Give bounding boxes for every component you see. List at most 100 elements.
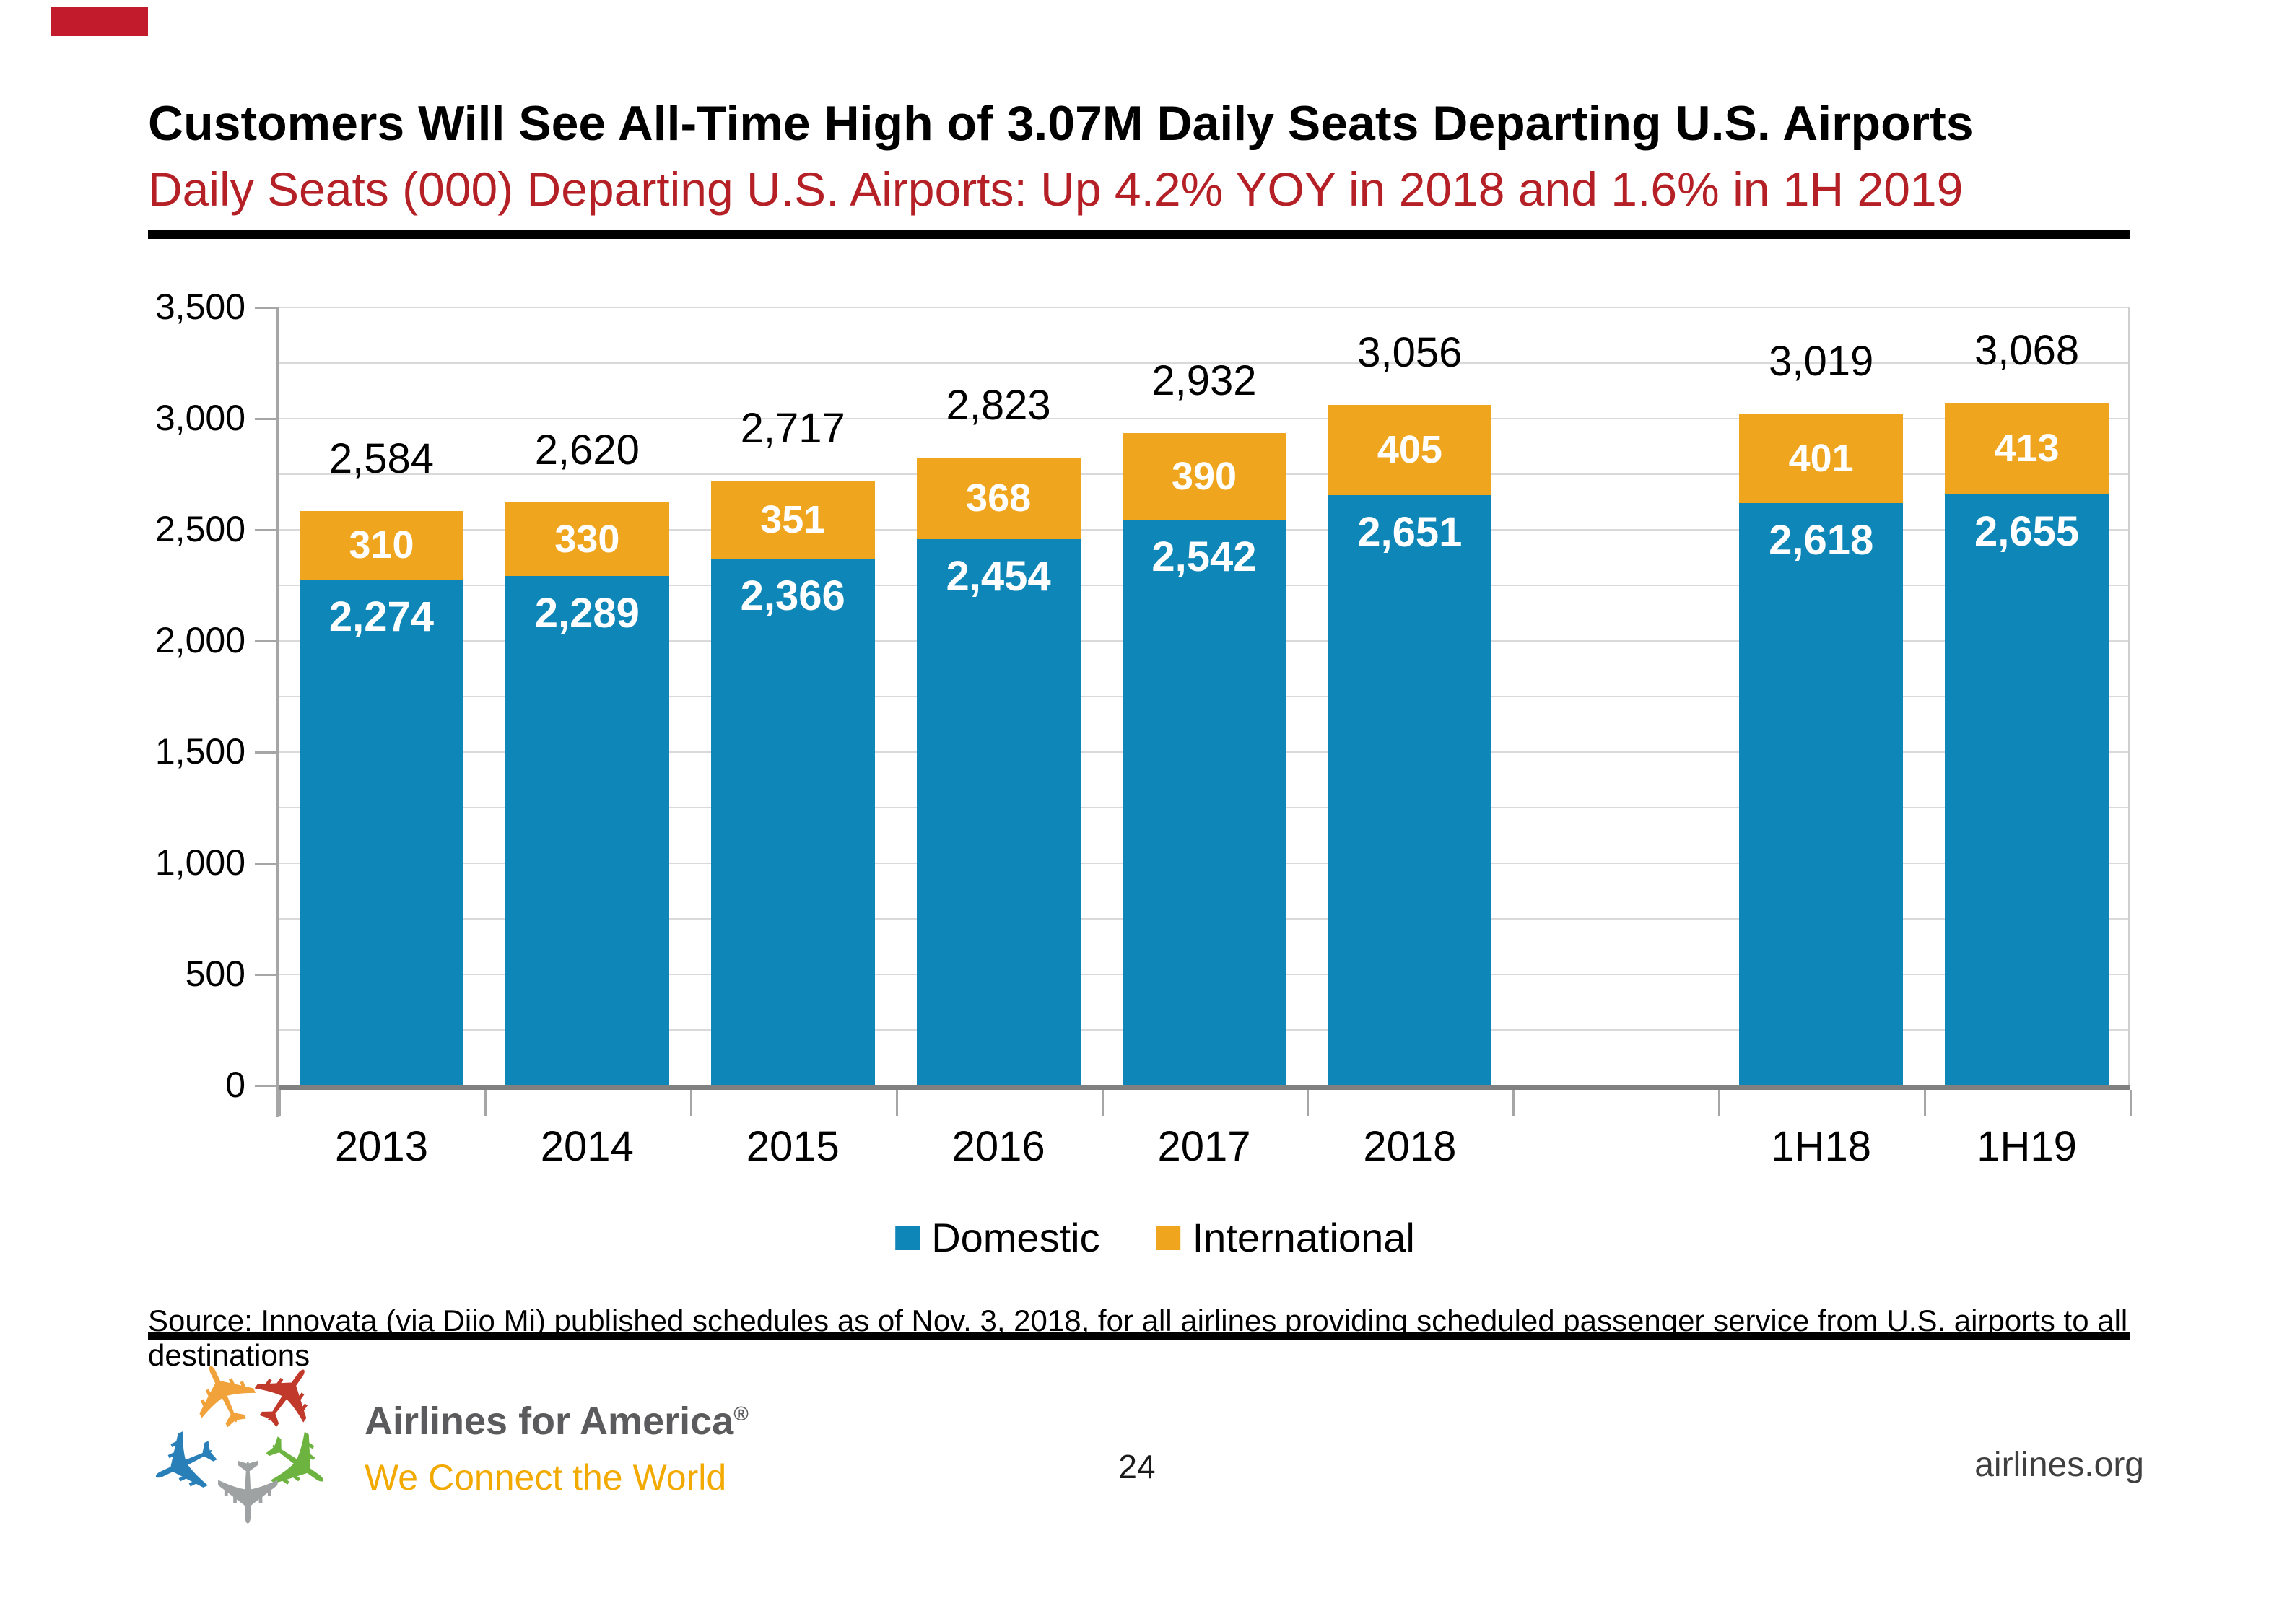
y-axis-label: 1,500 [154, 731, 245, 772]
x-axis-label: 2014 [540, 1123, 634, 1170]
website-link[interactable]: airlines.org [1974, 1446, 2144, 1484]
bar-segment-international [1945, 403, 2109, 494]
y-axis-tick [255, 1085, 276, 1087]
y-axis-tick [255, 529, 276, 531]
x-axis-label: 2015 [746, 1123, 840, 1170]
bar-label-international: 351 [760, 498, 826, 541]
bar-label-international: 413 [1994, 427, 2060, 470]
x-axis-label: 2013 [334, 1123, 428, 1170]
x-axis-label: 1H18 [1771, 1123, 1871, 1170]
legend-item-domestic: Domestic [895, 1214, 1100, 1261]
y-axis-tick [255, 974, 276, 976]
bar-label-domestic: 2,366 [740, 572, 845, 619]
y-axis-label: 3,000 [154, 398, 245, 438]
slide-subtitle: Daily Seats (000) Departing U.S. Airport… [148, 162, 1964, 216]
x-axis-tick [1101, 1090, 1104, 1116]
x-axis-tick [895, 1090, 898, 1116]
x-axis-tick [1718, 1090, 1721, 1116]
y-axis-tick [255, 640, 276, 642]
legend-label: International [1192, 1215, 1415, 1260]
bar-label-total: 2,584 [328, 435, 435, 482]
brand-name: Airlines for America® [365, 1399, 749, 1444]
bar-label-domestic: 2,289 [534, 590, 640, 637]
bar-label-total: 3,068 [1974, 327, 2080, 374]
y-axis-tick [255, 863, 276, 865]
y-axis-tick [255, 307, 276, 309]
bar-label-domestic: 2,454 [946, 553, 1051, 600]
bar-label-international: 401 [1788, 437, 1854, 480]
bar-label-domestic: 2,542 [1151, 533, 1257, 580]
bar-label-domestic: 2,618 [1769, 517, 1874, 564]
y-axis-tick [255, 418, 276, 420]
slide-title: Customers Will See All-Time High of 3.07… [148, 96, 1974, 151]
bar-label-domestic: 2,651 [1357, 509, 1463, 556]
y-gridline [279, 307, 2130, 308]
x-axis-tick [279, 1090, 281, 1116]
bar-segment-domestic [1945, 494, 2109, 1085]
bar-segment-domestic [1122, 520, 1286, 1085]
bar-segment-international [505, 502, 669, 576]
domestic-swatch-icon [895, 1225, 920, 1250]
bar-segment-international [1328, 405, 1492, 495]
y-axis-label: 2,500 [154, 509, 245, 549]
x-axis-label: 2018 [1363, 1123, 1457, 1170]
bar-segment-international [1122, 433, 1286, 520]
bar-label-total: 2,823 [946, 382, 1051, 429]
bar-segment-domestic [1328, 495, 1492, 1085]
y-axis-label: 2,000 [154, 620, 245, 660]
bar-label-total: 2,620 [534, 427, 640, 473]
legend-label: Domestic [931, 1215, 1100, 1260]
x-axis-tick [1924, 1090, 1927, 1116]
brand-text: Airlines for America [365, 1400, 734, 1443]
bar-label-total: 3,056 [1357, 329, 1463, 376]
bar-segment-international [299, 511, 463, 580]
y-axis-label: 1,000 [154, 842, 245, 883]
y-axis-label: 500 [185, 953, 245, 994]
registered-mark: ® [733, 1402, 749, 1425]
bar-label-international: 405 [1377, 428, 1442, 471]
y-axis-line [276, 307, 279, 1117]
bar-segment-domestic [916, 539, 1081, 1085]
legend-item-international: International [1156, 1214, 1415, 1261]
bar-segment-international [1739, 414, 1904, 503]
y-gridline [279, 418, 2130, 419]
x-axis-tick [1512, 1090, 1515, 1116]
bar-label-international: 368 [966, 476, 1032, 520]
x-axis-baseline [279, 1085, 2130, 1090]
x-axis-tick [689, 1090, 692, 1116]
bar-segment-domestic [505, 576, 669, 1085]
y-axis-label: 3,500 [154, 287, 245, 327]
y-axis-label: 0 [225, 1065, 245, 1105]
bar-segment-international [916, 458, 1081, 539]
bar-segment-domestic [710, 559, 875, 1085]
x-axis-label: 1H19 [1977, 1123, 2077, 1170]
title-divider-line [148, 230, 2130, 239]
airlines-for-america-logo: ✈ ✈ ✈ ✈ ✈ [130, 1339, 353, 1542]
x-axis-tick [1307, 1090, 1310, 1116]
x-axis-tick [2130, 1090, 2132, 1116]
bar-segment-international [710, 481, 875, 559]
page-number: 24 [1118, 1448, 1156, 1485]
bar-label-domestic: 2,655 [1974, 508, 2080, 555]
x-axis-label: 2016 [951, 1123, 1045, 1170]
chart-legend: Domestic International [895, 1214, 1415, 1261]
footer-divider-line [148, 1332, 2130, 1340]
y-gridline [279, 362, 2130, 364]
bar-label-international: 310 [349, 523, 414, 567]
bar-label-total: 3,019 [1769, 338, 1874, 385]
bar-label-total: 2,717 [740, 405, 845, 452]
bar-label-domestic: 2,274 [328, 593, 435, 640]
plot-right-border [2128, 307, 2130, 1090]
x-axis-label: 2017 [1157, 1123, 1251, 1170]
y-axis-tick [255, 751, 276, 754]
international-swatch-icon [1156, 1225, 1181, 1250]
bar-segment-domestic [1739, 503, 1904, 1085]
bar-label-total: 2,932 [1151, 357, 1257, 404]
x-axis-tick [484, 1090, 487, 1116]
bar-label-international: 330 [554, 518, 620, 561]
bar-label-international: 390 [1171, 455, 1237, 498]
corner-accent-bar [51, 7, 148, 36]
brand-tagline: We Connect the World [365, 1457, 727, 1498]
bar-segment-domestic [299, 580, 463, 1085]
